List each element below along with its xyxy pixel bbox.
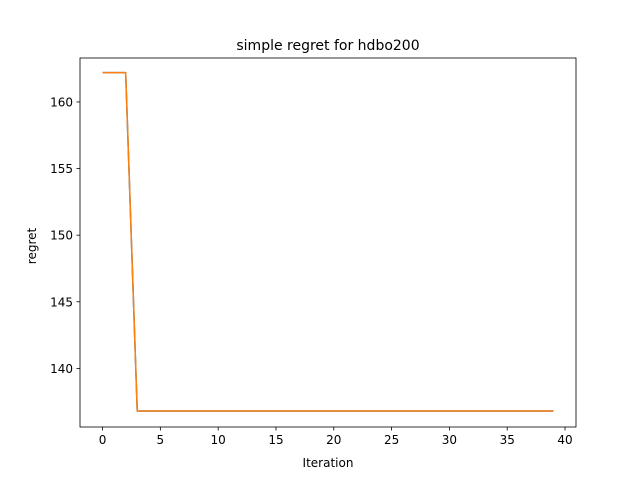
plot-area — [79, 57, 577, 428]
series-layer — [102, 71, 554, 412]
plot-frame — [79, 57, 577, 428]
series-line-2 — [102, 71, 554, 412]
y-tick-label: 155 — [50, 162, 73, 176]
x-tick-label: 35 — [500, 433, 515, 447]
x-tick-label: 10 — [211, 433, 226, 447]
y-axis: 140 145 150 155 160 — [50, 95, 80, 376]
x-tick-label: 15 — [268, 433, 283, 447]
x-tick-label: 20 — [326, 433, 341, 447]
chart-title: simple regret for hdbo200 — [236, 38, 419, 54]
x-tick-label: 40 — [557, 433, 572, 447]
y-axis-label: regret — [25, 227, 39, 264]
x-tick-label: 30 — [442, 433, 457, 447]
y-tick-label: 150 — [50, 229, 73, 243]
y-tick-label: 160 — [50, 95, 73, 109]
x-tick-label: 25 — [384, 433, 399, 447]
x-axis: 0 5 10 15 20 25 30 35 40 — [99, 427, 573, 447]
x-tick-label: 5 — [157, 433, 165, 447]
x-axis-label: Iteration — [303, 456, 354, 470]
y-tick-label: 140 — [50, 362, 73, 376]
x-tick-label: 0 — [99, 433, 107, 447]
y-tick-label: 145 — [50, 295, 73, 309]
